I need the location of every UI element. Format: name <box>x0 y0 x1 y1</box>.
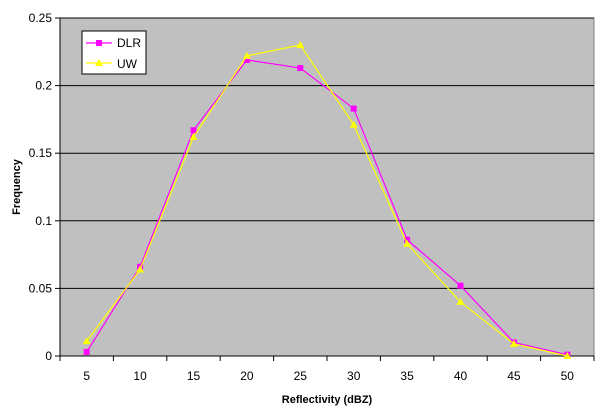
legend-marker-dlr <box>96 40 102 46</box>
y-tick-label: 0 <box>45 349 52 363</box>
y-axis-ticks: 0 0.05 0.1 0.15 0.2 0.25 <box>29 11 60 363</box>
x-axis-title: Reflectivity (dBZ) <box>282 394 373 406</box>
legend: DLR UW <box>81 30 147 75</box>
y-tick-label: 0.2 <box>35 79 52 93</box>
data-point-dlr <box>83 348 90 355</box>
data-point-dlr <box>457 282 464 289</box>
legend-box <box>81 30 147 75</box>
y-tick-label: 0.05 <box>29 281 53 295</box>
y-tick-label: 0.25 <box>29 11 53 25</box>
data-point-uw <box>563 352 572 359</box>
x-tick-label: 45 <box>507 369 521 383</box>
series-uw <box>82 41 572 359</box>
data-point-uw <box>349 120 358 128</box>
x-tick-label: 30 <box>347 369 361 383</box>
y-tick-label: 0.1 <box>35 214 52 228</box>
plot-area <box>59 17 595 357</box>
x-axis-ticks: 5 10 15 20 25 30 35 40 45 50 <box>59 356 595 383</box>
data-point-uw <box>82 337 91 345</box>
data-point-uw <box>403 239 412 247</box>
y-axis-title: Frequency <box>11 158 23 215</box>
data-point-dlr <box>297 65 304 72</box>
grid-lines <box>60 17 594 289</box>
data-point-dlr <box>404 236 411 243</box>
data-point-dlr <box>190 127 197 134</box>
data-point-uw <box>509 339 518 347</box>
data-point-dlr <box>350 105 357 112</box>
legend-label-uw: UW <box>117 57 138 71</box>
legend-label-dlr: DLR <box>117 36 141 50</box>
data-point-uw <box>242 51 251 59</box>
x-tick-label: 25 <box>294 369 308 383</box>
data-point-dlr <box>243 56 250 63</box>
data-point-uw <box>136 265 145 273</box>
x-tick-label: 10 <box>133 369 147 383</box>
data-point-uw <box>189 132 198 140</box>
data-point-uw <box>296 41 305 49</box>
x-tick-label: 35 <box>400 369 414 383</box>
x-tick-label: 20 <box>240 369 254 383</box>
series-line-dlr <box>86 59 568 356</box>
series-layer <box>82 41 572 359</box>
x-tick-label: 40 <box>454 369 468 383</box>
x-tick-label: 5 <box>83 369 90 383</box>
x-tick-label: 15 <box>187 369 201 383</box>
series-line-uw <box>86 44 568 357</box>
data-point-uw <box>456 297 465 305</box>
x-tick-label: 50 <box>561 369 575 383</box>
legend-marker-uw <box>95 59 103 66</box>
y-tick-label: 0.15 <box>29 146 53 160</box>
